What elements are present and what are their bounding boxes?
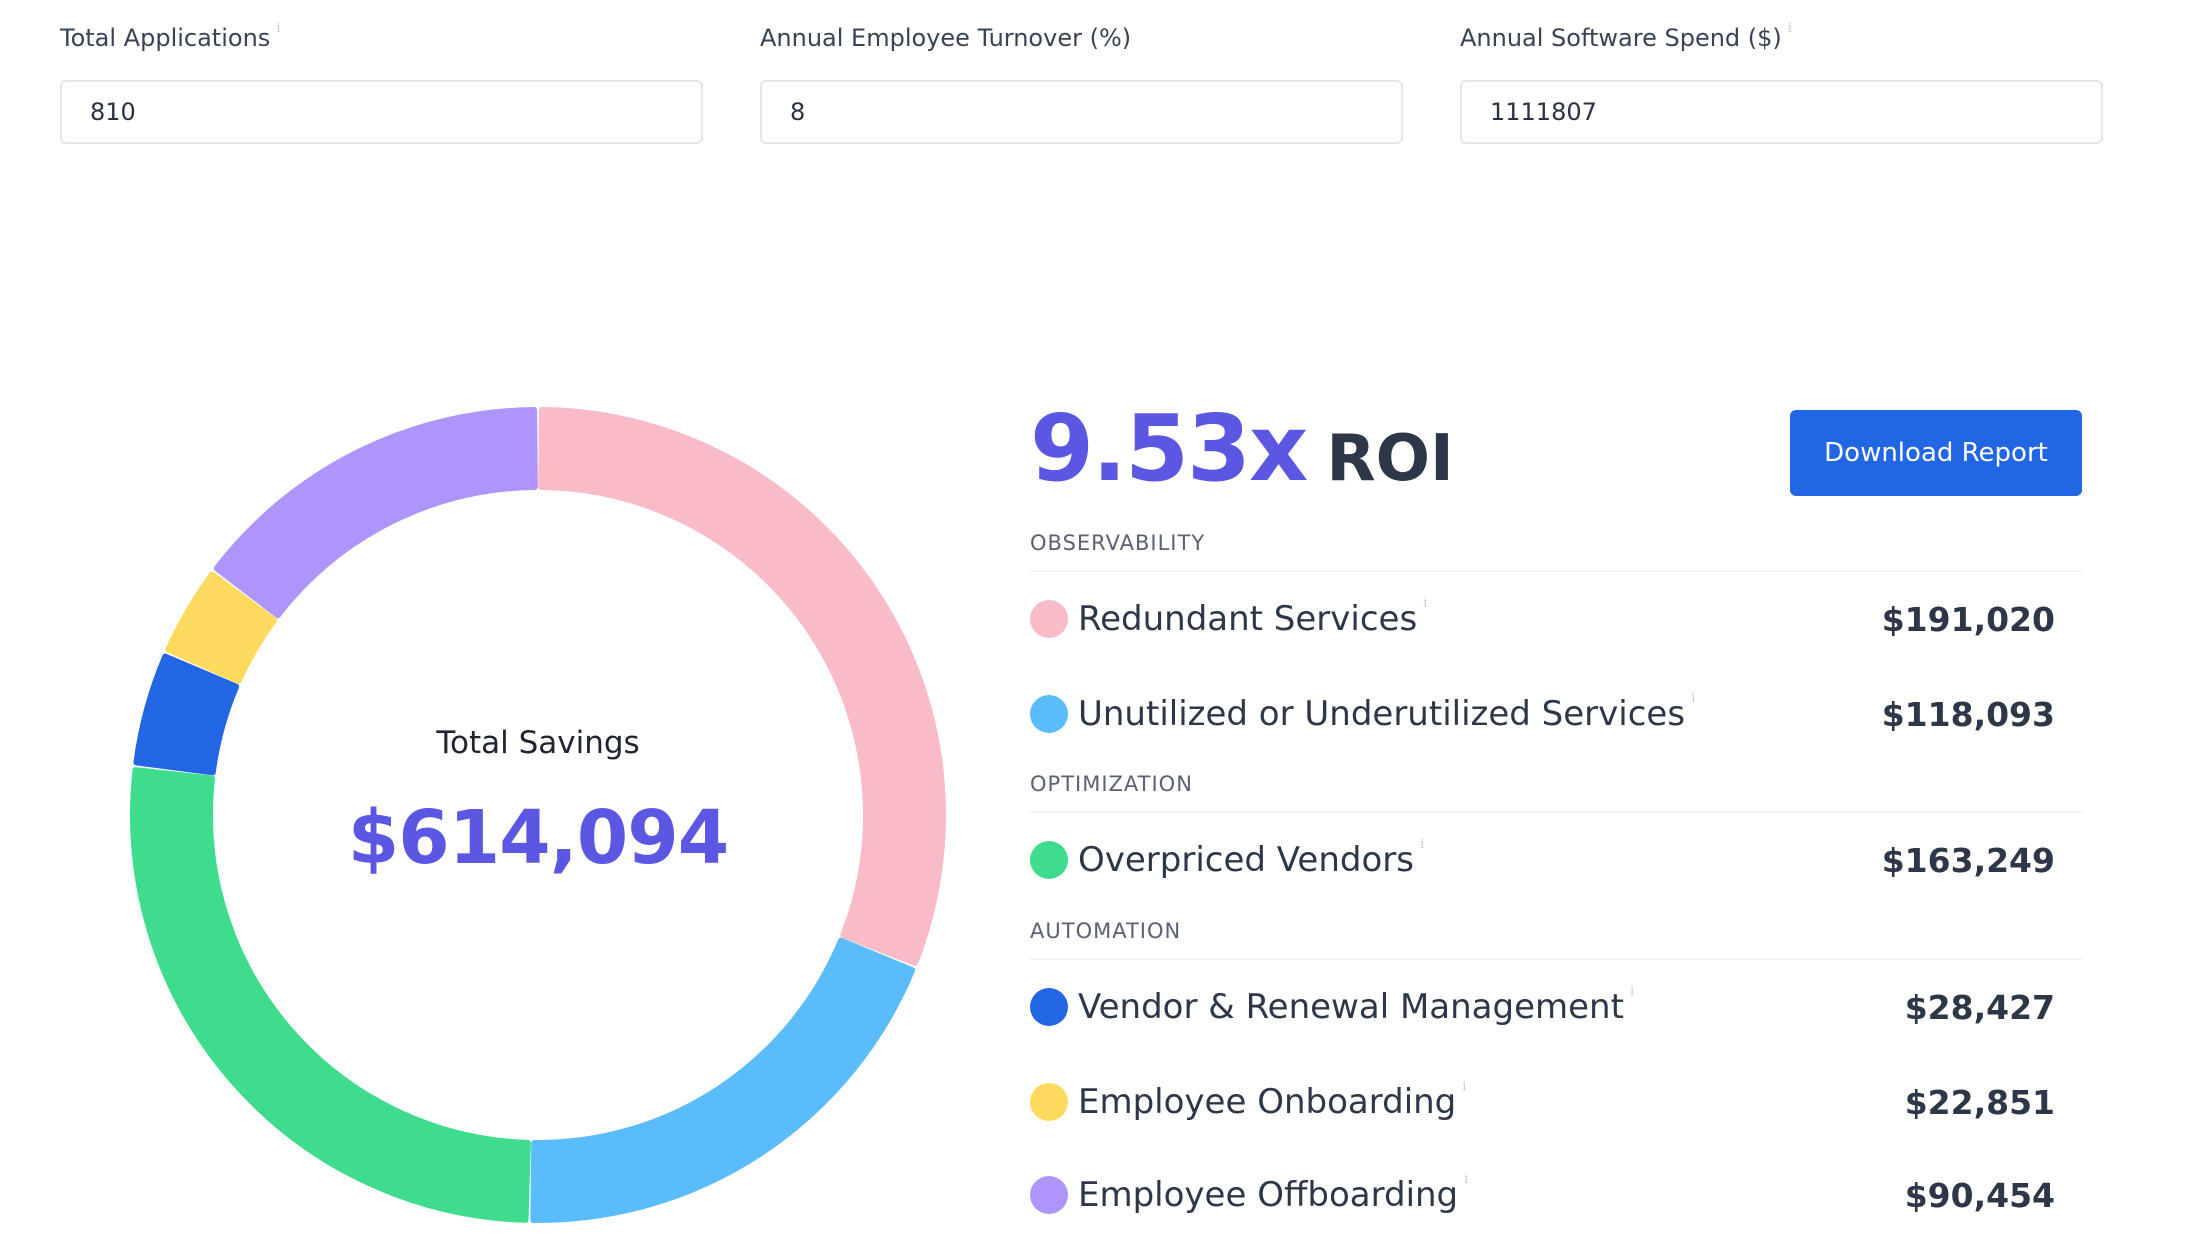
list-item-employee-offboarding[interactable]: Employee Offboarding i $90,454 — [1030, 1170, 2055, 1220]
donut-slice-redundant-services[interactable] — [538, 407, 946, 966]
item-label: Overpriced Vendors — [1078, 840, 1414, 880]
donut-slice-unutilized-or-underutilized-services[interactable] — [530, 937, 916, 1223]
legend-dot — [1030, 695, 1068, 733]
item-label: Employee Onboarding — [1078, 1082, 1457, 1122]
list-item-unutilized-services[interactable]: Unutilized or Underutilized Services i $1… — [1030, 689, 2055, 739]
annual-employee-turnover-label: Annual Employee Turnover (%) — [760, 24, 1132, 52]
list-item-overpriced-vendors[interactable]: Overpriced Vendors i $163,249 — [1030, 835, 2055, 885]
divider — [1030, 958, 2082, 960]
info-icon[interactable]: i — [276, 21, 281, 36]
donut-slice-overpriced-vendors[interactable] — [130, 767, 531, 1223]
list-item-vendor-renewal-management[interactable]: Vendor & Renewal Management i $28,427 — [1030, 982, 2055, 1032]
roi-heading: 9.53x ROI — [1030, 395, 1454, 502]
donut-slice-employee-offboarding[interactable] — [213, 407, 538, 619]
info-icon[interactable]: i — [1691, 691, 1696, 706]
section-observability: OBSERVABILITY — [1030, 531, 1206, 555]
download-report-button[interactable]: Download Report — [1790, 410, 2082, 496]
item-value: $163,249 — [1881, 840, 2055, 880]
section-automation: AUTOMATION — [1030, 919, 1182, 943]
item-value: $28,427 — [1904, 987, 2055, 1027]
legend-dot — [1030, 988, 1068, 1026]
annual-software-spend-label: Annual Software Spend ($) i — [1460, 21, 1792, 52]
info-icon[interactable]: i — [1629, 984, 1635, 999]
savings-donut-chart — [130, 407, 946, 1223]
legend-dot — [1030, 841, 1068, 879]
list-item-employee-onboarding[interactable]: Employee Onboarding i $22,851 — [1030, 1077, 2055, 1127]
info-icon[interactable]: i — [1462, 1079, 1467, 1094]
total-applications-input[interactable] — [60, 80, 703, 144]
divider — [1030, 570, 2082, 572]
item-value: $118,093 — [1881, 694, 2055, 734]
donut-slice-vendor-renewal-management[interactable] — [133, 653, 240, 776]
item-value: $191,020 — [1881, 599, 2055, 639]
roi-label: ROI — [1326, 422, 1454, 496]
legend-dot — [1030, 600, 1068, 638]
item-label: Vendor & Renewal Management — [1078, 987, 1624, 1027]
total-savings-caption: Total Savings — [436, 725, 640, 761]
legend-dot — [1030, 1083, 1068, 1121]
info-icon[interactable]: i — [1419, 837, 1425, 852]
info-icon[interactable]: i — [1423, 596, 1428, 611]
legend-dot — [1030, 1176, 1068, 1214]
annual-software-spend-input[interactable] — [1460, 80, 2103, 144]
info-icon[interactable]: i — [1464, 1172, 1469, 1187]
divider — [1030, 811, 2082, 813]
annual-employee-turnover-input[interactable] — [760, 80, 1403, 144]
item-value: $22,851 — [1904, 1082, 2055, 1122]
total-savings-value: $614,094 — [347, 795, 730, 881]
item-label: Redundant Services — [1078, 599, 1418, 639]
info-icon[interactable]: i — [1787, 21, 1792, 36]
roi-value: 9.53x — [1030, 395, 1308, 502]
list-item-redundant-services[interactable]: Redundant Services i $191,020 — [1030, 594, 2055, 644]
donut-slice-employee-onboarding[interactable] — [165, 571, 278, 684]
total-applications-label: Total Applications i — [60, 21, 281, 52]
section-optimization: OPTIMIZATION — [1030, 772, 1193, 796]
item-label: Unutilized or Underutilized Services — [1078, 694, 1686, 734]
item-value: $90,454 — [1904, 1175, 2055, 1215]
item-label: Employee Offboarding — [1078, 1175, 1459, 1215]
